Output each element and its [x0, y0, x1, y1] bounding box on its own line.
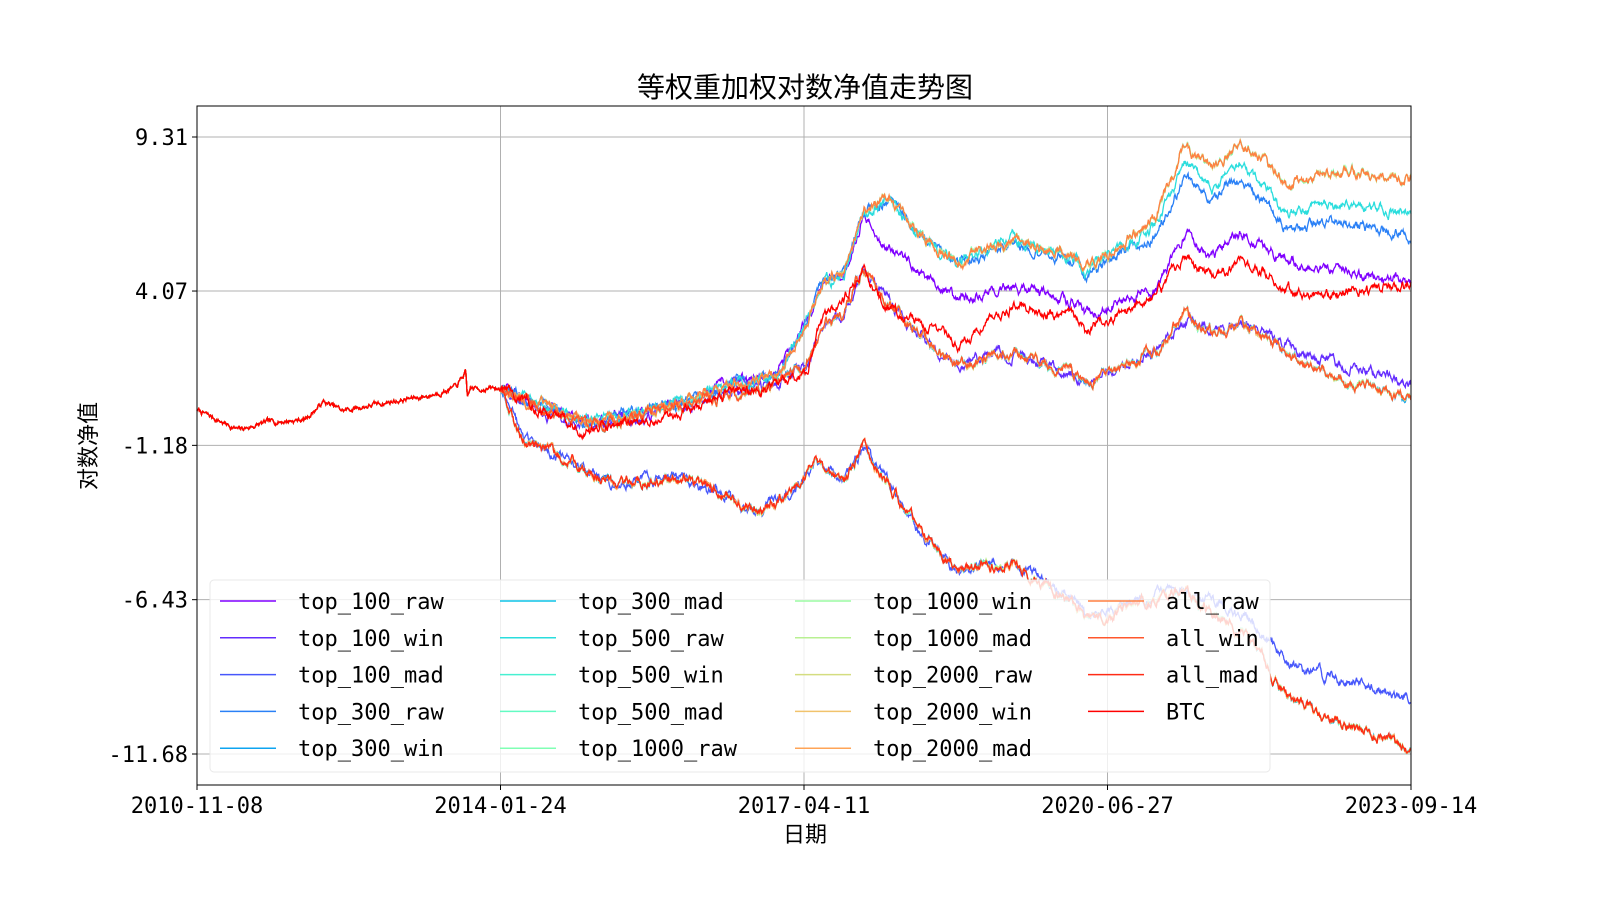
legend-label: top_2000_mad — [873, 737, 1032, 762]
x-tick-label: 2023-09-14 — [1345, 794, 1477, 819]
legend-label: top_100_win — [298, 627, 444, 652]
chart-title: 等权重加权对数净值走势图 — [637, 71, 973, 104]
legend-label: top_2000_raw — [873, 664, 1033, 689]
legend-label: top_300_win — [298, 737, 444, 762]
legend-label: top_100_mad — [298, 664, 444, 689]
y-tick-label: -11.68 — [109, 743, 188, 768]
legend-label: top_500_win — [578, 664, 724, 689]
x-tick-label: 2010-11-08 — [131, 794, 263, 819]
legend-label: top_2000_win — [873, 700, 1032, 725]
legend: top_100_raw top_100_win top_100_mad top_300… — [209, 579, 1271, 773]
x-tick-label: 2014-01-24 — [434, 794, 566, 819]
series-line-btc — [196, 254, 1412, 441]
legend-label: all_raw — [1166, 590, 1259, 615]
legend-label: top_1000_raw — [578, 737, 738, 762]
legend-label: top_100_raw — [298, 590, 444, 615]
y-tick-label: 9.31 — [135, 126, 188, 151]
y-tick-label: -1.18 — [122, 434, 188, 459]
legend-label: top_500_raw — [578, 627, 724, 652]
x-axis-label: 日期 — [783, 823, 827, 848]
axis-ticks: 2010-11-08 2014-01-24 2017-04-11 2020-06-27… — [109, 126, 1478, 819]
legend-label: top_500_mad — [578, 700, 724, 725]
x-tick-label: 2017-04-11 — [738, 794, 870, 819]
legend-label: top_300_raw — [298, 700, 444, 725]
legend-frame — [209, 579, 1271, 773]
y-tick-label: 4.07 — [135, 280, 188, 305]
legend-label: top_1000_mad — [873, 627, 1032, 652]
x-tick-label: 2020-06-27 — [1041, 794, 1173, 819]
y-tick-label: -6.43 — [122, 589, 188, 614]
legend-label: BTC — [1166, 700, 1206, 725]
legend-label: top_300_mad — [578, 590, 724, 615]
legend-label: all_mad — [1166, 664, 1259, 689]
legend-label: all_win — [1166, 627, 1259, 652]
y-axis-label: 对数净值 — [77, 402, 102, 490]
legend-label: top_1000_win — [873, 590, 1032, 615]
